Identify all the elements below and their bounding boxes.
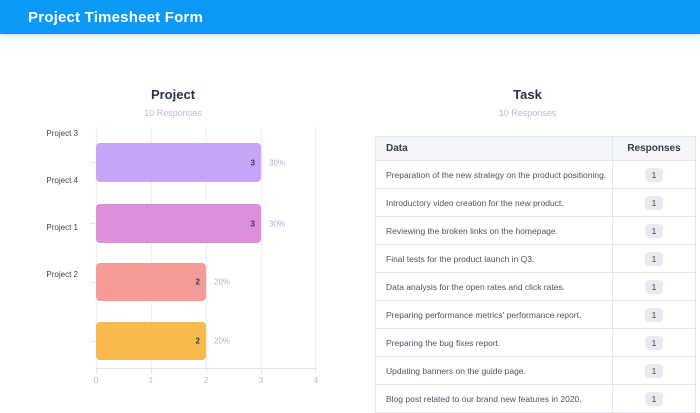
response-count-badge: 1 <box>644 251 664 266</box>
table-row: Preparing the bug fixes report. 1 <box>375 328 696 357</box>
bar-value-label: 3 <box>250 158 255 167</box>
responses-cell: 1 <box>612 272 696 301</box>
y-tick <box>90 162 96 163</box>
bar-project: 3 30% <box>96 143 285 182</box>
table-row: Preparing performance metrics' performan… <box>375 300 696 329</box>
task-cell: Final tests for the product launch in Q3… <box>375 244 613 273</box>
chart-subtitle: 10 Responses <box>144 108 202 118</box>
gridline <box>315 126 316 368</box>
table-row: Updating banners on the guide page. 1 <box>375 356 696 385</box>
y-axis-label: Project 1 <box>46 223 78 232</box>
bar-percent-label: 20% <box>214 277 231 287</box>
y-tick <box>90 282 96 283</box>
table-row: Blog post related to our brand new featu… <box>375 384 696 413</box>
table-header-row: Data Responses <box>375 136 696 161</box>
task-cell: Preparation of the new strategy on the p… <box>375 160 613 189</box>
table-row: Preparation of the new strategy on the p… <box>375 160 696 189</box>
y-axis-label: Project 4 <box>46 176 78 185</box>
task-cell: Blog post related to our brand new featu… <box>375 384 613 413</box>
bar-percent-label: 30% <box>269 158 286 167</box>
task-cell: Reviewing the broken links on the homepa… <box>375 216 613 245</box>
y-tick <box>90 223 96 224</box>
x-axis-line <box>96 368 317 369</box>
bar-project: 2 20% <box>96 263 230 301</box>
x-tick <box>206 369 207 373</box>
table-row: Reviewing the broken links on the homepa… <box>375 216 696 245</box>
responses-cell: 1 <box>612 244 696 273</box>
bar-value-label: 2 <box>195 336 200 346</box>
task-cell: Introductory video creation for the new … <box>375 188 613 217</box>
bar-project: 3 30% <box>96 204 285 243</box>
task-cell: Data analysis for the open rates and cli… <box>375 272 613 301</box>
app-header: Project Timesheet Form <box>0 0 700 34</box>
response-count-badge: 1 <box>644 307 664 322</box>
task-cell: Preparing the bug fixes report. <box>375 328 613 357</box>
y-tick <box>90 341 96 342</box>
bar-value-label: 2 <box>195 277 200 287</box>
y-axis-label: Project 2 <box>46 270 78 279</box>
bar-percent-label: 20% <box>214 336 231 346</box>
table-row: Data analysis for the open rates and cli… <box>375 272 696 301</box>
page-title: Project Timesheet Form <box>28 8 204 26</box>
responses-cell: 1 <box>612 188 696 217</box>
x-tick-label: 0 <box>93 376 99 385</box>
responses-cell: 1 <box>612 384 696 413</box>
task-table: Data Responses Preparation of the new st… <box>375 136 696 413</box>
task-cell: Updating banners on the guide page. <box>375 356 613 385</box>
bar-percent-label: 30% <box>269 219 286 228</box>
x-tick-label: 2 <box>203 376 209 385</box>
table-subtitle: 10 Responses <box>498 108 557 118</box>
responses-cell: 1 <box>612 216 696 245</box>
bar-value-label: 3 <box>250 219 255 228</box>
responses-cell: 1 <box>612 300 696 329</box>
response-count-badge: 1 <box>644 223 664 238</box>
x-tick <box>151 369 152 373</box>
gridline <box>96 126 97 368</box>
column-header-data: Data <box>375 136 613 161</box>
x-tick-label: 3 <box>258 376 264 385</box>
gridline <box>261 126 262 368</box>
x-tick-label: 1 <box>148 376 154 385</box>
x-tick <box>315 369 316 373</box>
gridline <box>151 126 152 368</box>
x-tick-label: 4 <box>313 376 319 385</box>
task-cell: Preparing performance metrics' performan… <box>375 300 613 329</box>
chart-title: Project <box>150 87 196 102</box>
response-count-badge: 1 <box>644 195 664 210</box>
table-row: Introductory video creation for the new … <box>375 188 696 217</box>
column-header-responses: Responses <box>612 136 696 161</box>
response-count-badge: 1 <box>644 335 664 350</box>
x-tick <box>96 369 97 373</box>
gridline <box>206 126 207 368</box>
responses-cell: 1 <box>612 328 696 357</box>
table-title: Task <box>513 87 542 102</box>
bar-project: 2 20% <box>96 322 230 360</box>
project-chart-panel: Project 10 Responses Project 3 Project 4… <box>30 85 350 400</box>
responses-cell: 1 <box>612 160 696 189</box>
response-count-badge: 1 <box>644 279 664 294</box>
response-count-badge: 1 <box>644 391 664 406</box>
y-axis-label: Project 3 <box>46 129 78 138</box>
plot-area: 3 30% 3 30% 2 20% 2 20% 0 1 2 3 4 <box>90 126 318 385</box>
response-count-badge: 1 <box>644 167 664 182</box>
responses-cell: 1 <box>612 356 696 385</box>
table-row: Final tests for the product launch in Q3… <box>375 244 696 273</box>
response-count-badge: 1 <box>644 363 664 378</box>
x-tick <box>261 369 262 373</box>
